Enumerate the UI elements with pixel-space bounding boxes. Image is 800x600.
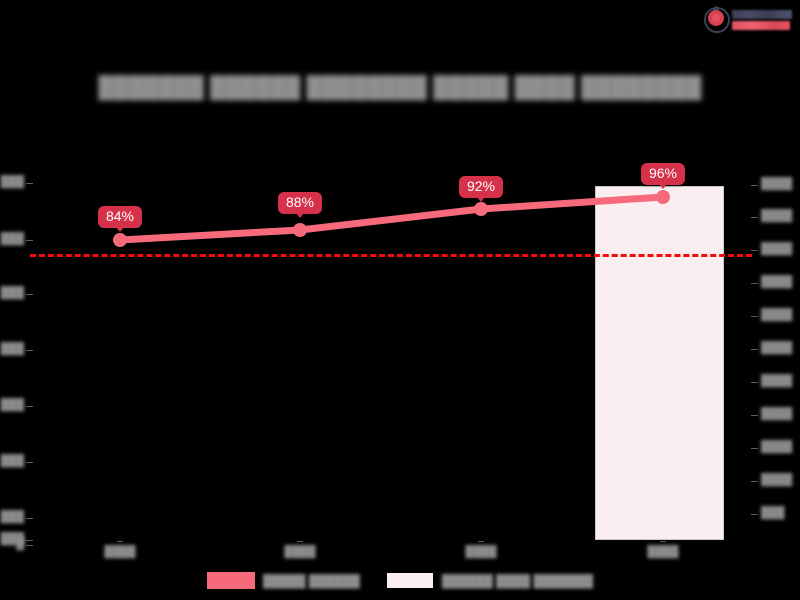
left-axis-tick — [26, 462, 33, 463]
left-axis-tick — [26, 183, 33, 184]
right-axis-tick — [751, 250, 758, 251]
right-axis-tick-label: ███ — [761, 507, 785, 519]
left-axis-tick — [26, 240, 33, 241]
right-axis-tick — [751, 349, 758, 350]
brand-logo-line-1 — [732, 9, 792, 19]
right-axis-tick-label: ████ — [761, 309, 793, 321]
left-axis-tick-label: ███ — [0, 287, 24, 299]
right-axis-tick-label: ████ — [761, 408, 793, 420]
left-axis-tick — [26, 545, 33, 546]
left-axis-tick-label: ███ — [0, 343, 24, 355]
right-axis-tick-label: ████ — [761, 441, 793, 453]
right-axis-tick-label: ████ — [761, 243, 793, 255]
data-point-label: 92% — [458, 176, 504, 202]
x-axis-tick-label: ████ — [104, 546, 136, 558]
right-axis-tick-label: ████ — [761, 474, 793, 486]
legend-label-bar-series: ██████ ████ ███████ — [441, 573, 594, 588]
brand-logo-line-2 — [732, 20, 790, 30]
legend-entry-bar-series[interactable]: ██████ ████ ███████ — [385, 572, 594, 589]
right-axis-tick — [751, 481, 758, 482]
x-axis-tick-label: ████ — [647, 546, 679, 558]
x-axis-tick-label: ████ — [284, 546, 316, 558]
left-axis-tick-label: █ — [16, 538, 24, 550]
x-axis-tick — [297, 541, 303, 542]
x-axis-tick-label: ████ — [465, 546, 497, 558]
chart-title: ███████ ██████ ████████ █████ ████ █████… — [98, 76, 702, 99]
right-axis-tick — [751, 185, 758, 186]
left-axis-tick — [26, 406, 33, 407]
legend-label-line-series: █████ ██████ — [262, 573, 360, 588]
left-axis-tick — [26, 350, 33, 351]
right-axis-tick — [751, 448, 758, 449]
right-axis-tick — [751, 283, 758, 284]
left-axis-tick — [26, 540, 33, 541]
brand-logo-wordmark — [732, 9, 797, 30]
flower-logo-icon — [703, 6, 730, 33]
left-axis-tick — [26, 294, 33, 295]
left-axis-tick-label: ███ — [0, 533, 24, 545]
right-axis-tick — [751, 217, 758, 218]
right-axis-tick — [751, 415, 758, 416]
left-axis-tick-label: ███ — [0, 233, 24, 245]
right-axis-tick — [751, 514, 758, 515]
bar-series-column[interactable] — [595, 186, 724, 540]
chart-legend: █████ ██████ ██████ ████ ███████ — [0, 572, 800, 589]
left-axis-tick-label: ███ — [0, 511, 24, 523]
x-axis-tick — [478, 541, 484, 542]
legend-swatch-line-series — [206, 572, 255, 589]
right-axis-tick — [751, 316, 758, 317]
legend-entry-line-series[interactable]: █████ ██████ — [206, 572, 360, 589]
data-point-label: 88% — [277, 192, 323, 218]
right-axis-tick-label: ████ — [761, 342, 793, 354]
left-axis-tick-label: ███ — [0, 399, 24, 411]
data-point-label: 96% — [640, 163, 686, 189]
target-threshold-line — [30, 254, 752, 257]
right-axis-tick-label: ████ — [761, 210, 793, 222]
plot-area — [30, 175, 752, 540]
x-axis-tick — [117, 541, 123, 542]
right-axis-tick-label: ████ — [761, 178, 793, 190]
left-axis-tick-label: ███ — [0, 176, 24, 188]
right-axis-tick-label: ████ — [761, 375, 793, 387]
logo-blossom-shape — [708, 10, 724, 26]
brand-logo — [703, 4, 797, 34]
x-axis-tick — [660, 541, 666, 542]
legend-swatch-bar-series — [385, 572, 434, 589]
right-axis-tick — [751, 382, 758, 383]
left-axis-tick-label: ███ — [0, 455, 24, 467]
right-axis-tick-label: ████ — [761, 276, 793, 288]
left-axis-tick — [26, 518, 33, 519]
data-point-label: 84% — [97, 206, 143, 232]
